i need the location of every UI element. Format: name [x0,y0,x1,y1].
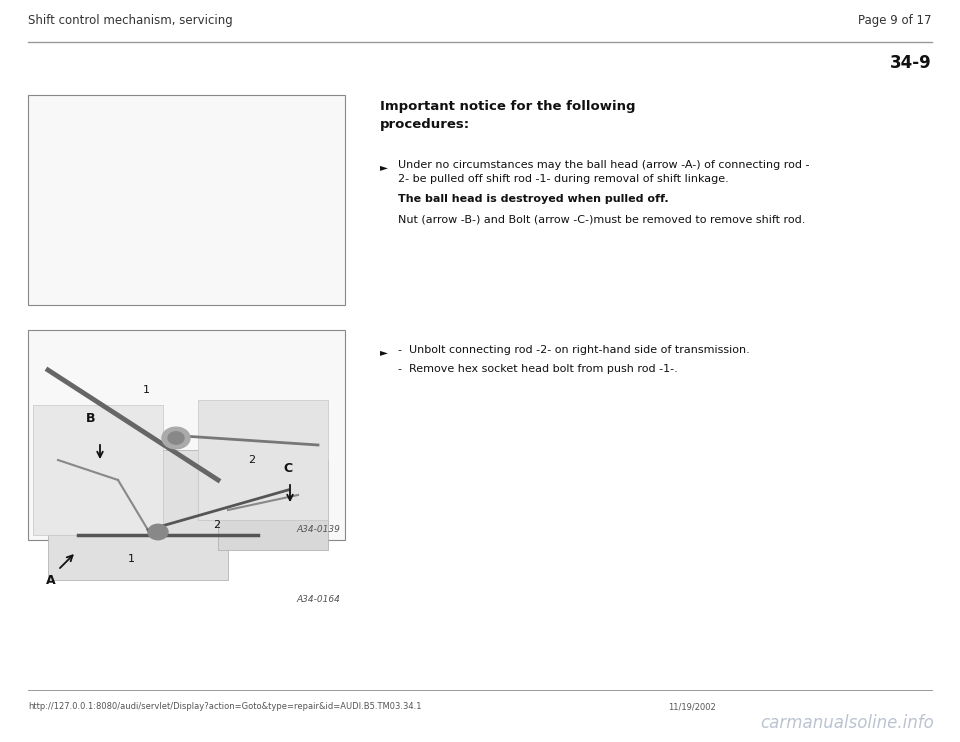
Text: http://127.0.0.1:8080/audi/servlet/Display?action=Goto&type=repair&id=AUDI.B5.TM: http://127.0.0.1:8080/audi/servlet/Displ… [28,702,421,711]
Text: 2: 2 [248,455,255,465]
Text: A34-0139: A34-0139 [296,525,340,534]
Text: 1: 1 [128,554,135,564]
Text: A: A [46,574,56,587]
Bar [48,450,228,580]
Bar [28,330,345,540]
Bar [28,95,345,305]
Text: ►: ► [380,162,388,172]
Bar [33,405,163,535]
Circle shape [148,525,168,539]
Bar [198,400,328,520]
Text: 34-9: 34-9 [890,54,932,72]
Text: C: C [283,462,292,475]
Text: Under no circumstances may the ball head (arrow -A-) of connecting rod -
2- be p: Under no circumstances may the ball head… [398,160,809,184]
Text: ►: ► [380,347,388,357]
Text: Important notice for the following
procedures:: Important notice for the following proce… [380,100,636,131]
Text: Page 9 of 17: Page 9 of 17 [858,14,932,27]
Bar [218,460,328,550]
Text: Nut (arrow -B-) and Bolt (arrow -C-)must be removed to remove shift rod.: Nut (arrow -B-) and Bolt (arrow -C-)must… [398,214,805,224]
Text: Shift control mechanism, servicing: Shift control mechanism, servicing [28,14,232,27]
Text: A34-0164: A34-0164 [296,595,340,604]
Text: 11/19/2002: 11/19/2002 [668,702,716,711]
Text: carmanualsoline.info: carmanualsoline.info [760,714,934,732]
Text: -  Unbolt connecting rod -2- on right-hand side of transmission.: - Unbolt connecting rod -2- on right-han… [398,345,750,355]
Text: -  Remove hex socket head bolt from push rod -1-.: - Remove hex socket head bolt from push … [398,364,678,374]
Text: B: B [86,412,95,425]
Text: 1: 1 [143,385,150,395]
Text: 2: 2 [213,520,220,530]
Circle shape [162,427,190,449]
Circle shape [168,432,184,444]
Text: The ball head is destroyed when pulled off.: The ball head is destroyed when pulled o… [398,194,668,204]
